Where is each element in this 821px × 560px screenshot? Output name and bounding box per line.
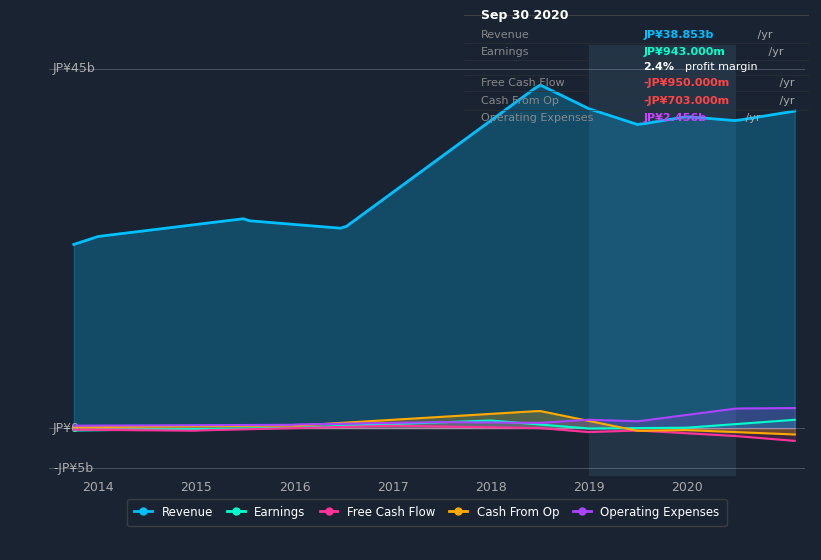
Text: JP¥45b: JP¥45b (53, 62, 96, 75)
Text: JP¥0: JP¥0 (53, 422, 80, 435)
Text: -JP¥703.000m: -JP¥703.000m (643, 96, 729, 106)
Text: -JP¥5b: -JP¥5b (53, 461, 93, 474)
Text: Earnings: Earnings (481, 47, 530, 57)
Text: Cash From Op: Cash From Op (481, 96, 559, 106)
Legend: Revenue, Earnings, Free Cash Flow, Cash From Op, Operating Expenses: Revenue, Earnings, Free Cash Flow, Cash … (127, 499, 727, 526)
Text: Sep 30 2020: Sep 30 2020 (481, 8, 569, 22)
Text: JP¥2.456b: JP¥2.456b (643, 113, 706, 123)
Text: /yr: /yr (776, 96, 794, 106)
Text: profit margin: profit margin (685, 62, 757, 72)
Text: /yr: /yr (742, 113, 761, 123)
Text: /yr: /yr (764, 47, 783, 57)
Text: JP¥943.000m: JP¥943.000m (643, 47, 725, 57)
Text: Operating Expenses: Operating Expenses (481, 113, 594, 123)
Text: /yr: /yr (754, 30, 772, 40)
Text: 2.4%: 2.4% (643, 62, 674, 72)
Text: -JP¥950.000m: -JP¥950.000m (643, 78, 729, 87)
Bar (589, 45, 736, 476)
Text: Revenue: Revenue (481, 30, 530, 40)
Text: Free Cash Flow: Free Cash Flow (481, 78, 565, 87)
Text: /yr: /yr (776, 78, 794, 87)
Text: JP¥38.853b: JP¥38.853b (643, 30, 713, 40)
